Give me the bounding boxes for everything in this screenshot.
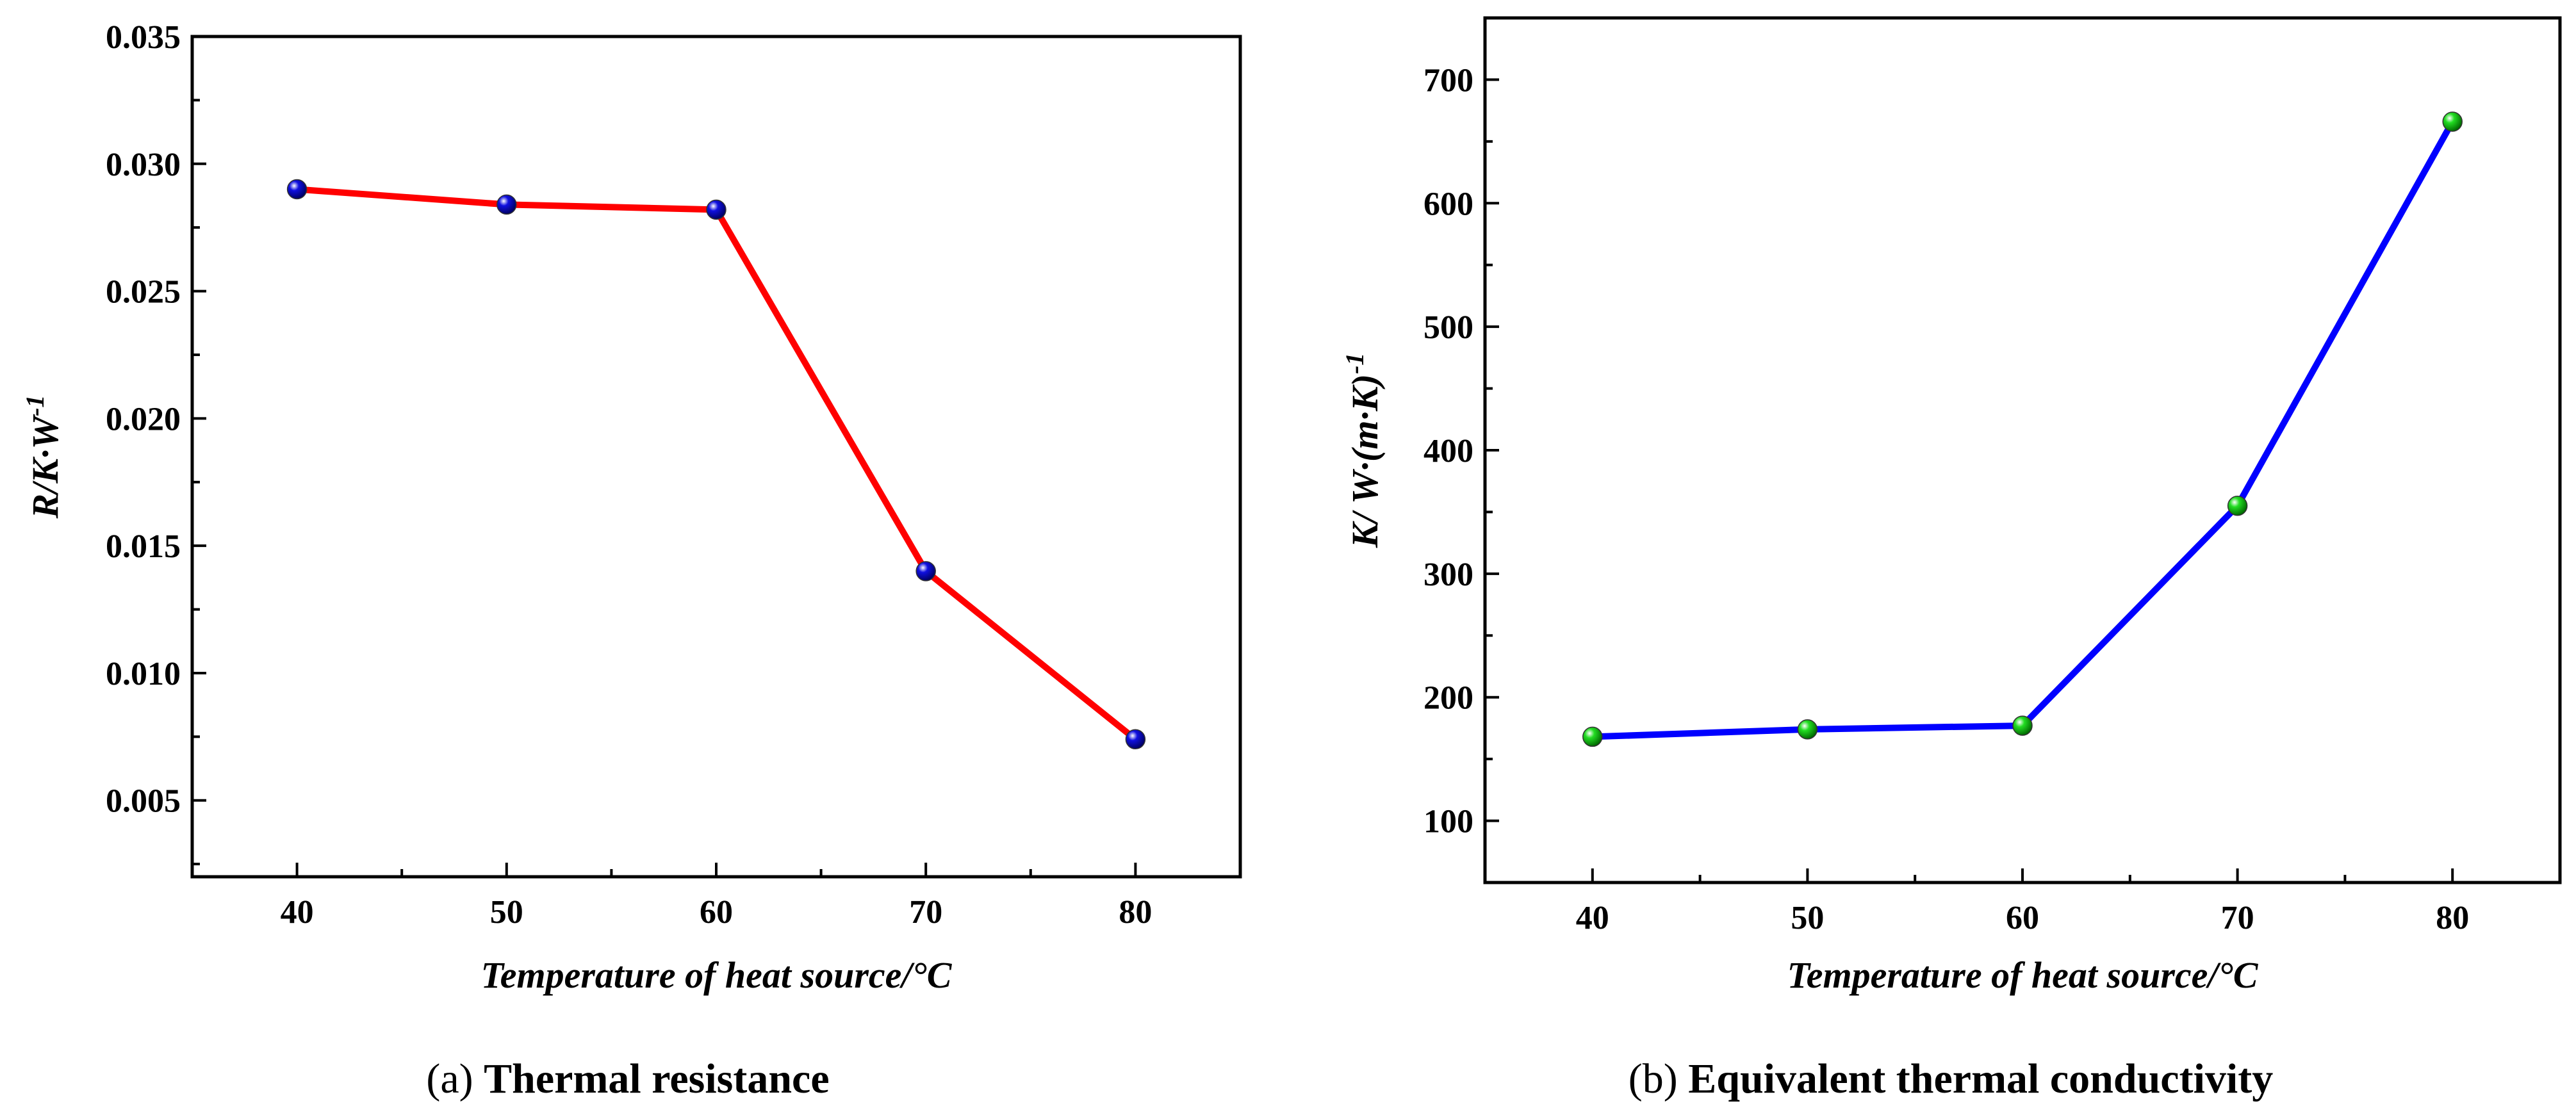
chart-a-y-tick-label: 0.025 <box>106 274 181 311</box>
chart-a-x-tick-label: 60 <box>700 894 733 931</box>
chart-b-x-axis-title: Temperature of heat source/°C <box>1787 954 2259 996</box>
chart-a-markers <box>286 179 1146 750</box>
chart-b-y-axis-title-main: K/ W·(m·K) <box>1344 374 1386 548</box>
chart-b-y-tick-label: 700 <box>1423 62 1473 99</box>
chart-a-frame <box>190 35 1242 879</box>
chart-a-y-tick-label: 0.020 <box>106 401 181 437</box>
chart-b-x-tick-label: 70 <box>2221 900 2254 936</box>
chart-a-y-tick-label: 0.005 <box>106 783 181 820</box>
chart-a-y-ticks: 0.005 0.010 0.015 0.020 0.025 0.030 0.035 <box>106 19 206 866</box>
chart-a-data-point <box>496 194 517 215</box>
chart-b-markers <box>1582 111 2463 747</box>
chart-a-x-tick-label: 80 <box>1119 894 1152 931</box>
chart-a-series-line <box>297 186 1138 742</box>
chart-a-y-axis-title: R/K·W-1 <box>21 395 66 519</box>
chart-a-y-axis-title-sup: -1 <box>21 395 49 416</box>
chart-b-y-ticks: 100 200 300 400 500 600 700 <box>1423 62 1499 840</box>
chart-a-x-tick-label: 40 <box>281 894 314 931</box>
chart-b-x-tick-label: 40 <box>1576 900 1609 936</box>
chart-a: 0.005 0.010 0.015 0.020 0.025 0.030 0.035 40 50… <box>21 19 1242 1102</box>
chart-b-caption-title: Equivalent thermal conductivity <box>1688 1055 2273 1102</box>
chart-b-data-point <box>1582 726 1603 747</box>
chart-a-y-tick-label: 0.035 <box>106 19 181 56</box>
chart-b-y-tick-label: 600 <box>1423 186 1473 222</box>
chart-a-data-point <box>915 561 936 582</box>
chart-a-x-ticks: 40 50 60 70 80 <box>281 863 1152 931</box>
chart-b-data-point <box>2227 496 2248 516</box>
chart-a-x-tick-label: 70 <box>909 894 942 931</box>
chart-a-y-tick-label: 0.010 <box>106 656 181 692</box>
chart-b-y-tick-label: 200 <box>1423 680 1473 717</box>
chart-a-x-axis-title: Temperature of heat source/°C <box>481 954 953 996</box>
chart-b-y-axis-title-sup: -1 <box>1340 353 1369 374</box>
chart-a-data-point <box>1125 729 1146 750</box>
chart-a-caption: (a) Thermal resistance <box>426 1055 829 1102</box>
chart-b-x-ticks: 40 50 60 70 80 <box>1576 868 2469 936</box>
chart-b-series-line <box>1592 120 2456 740</box>
chart-b-data-point <box>1797 719 1818 740</box>
chart-b-y-tick-label: 300 <box>1423 557 1473 593</box>
chart-b-data-point <box>2012 715 2033 736</box>
chart-a-y-tick-label: 0.015 <box>106 528 181 565</box>
chart-b-data-point <box>2442 111 2463 132</box>
chart-b-x-tick-label: 80 <box>2436 900 2469 936</box>
chart-b-y-tick-label: 500 <box>1423 309 1473 346</box>
chart-b-y-tick-label: 100 <box>1423 804 1473 840</box>
chart-b-x-tick-label: 60 <box>2006 900 2039 936</box>
chart-b-frame <box>1483 16 2562 884</box>
chart-b: 100 200 300 400 500 600 700 40 50 60 70 80 Tempera… <box>1340 16 2562 1102</box>
chart-a-caption-prefix: (a) <box>426 1055 473 1102</box>
chart-a-data-point <box>286 179 308 200</box>
chart-b-caption: (b) Equivalent thermal conductivity <box>1628 1055 2273 1102</box>
chart-b-x-tick-label: 50 <box>1791 900 1824 936</box>
chart-a-y-axis-title-main: R/K·W <box>24 414 66 519</box>
chart-b-y-axis-title: K/ W·(m·K)-1 <box>1340 353 1386 549</box>
chart-a-caption-title: Thermal resistance <box>484 1055 830 1102</box>
chart-a-x-tick-label: 50 <box>490 894 523 931</box>
chart-a-y-tick-label: 0.030 <box>106 147 181 183</box>
chart-b-y-tick-label: 400 <box>1423 433 1473 469</box>
chart-b-caption-prefix: (b) <box>1628 1055 1678 1102</box>
chart-a-data-point <box>706 199 726 220</box>
